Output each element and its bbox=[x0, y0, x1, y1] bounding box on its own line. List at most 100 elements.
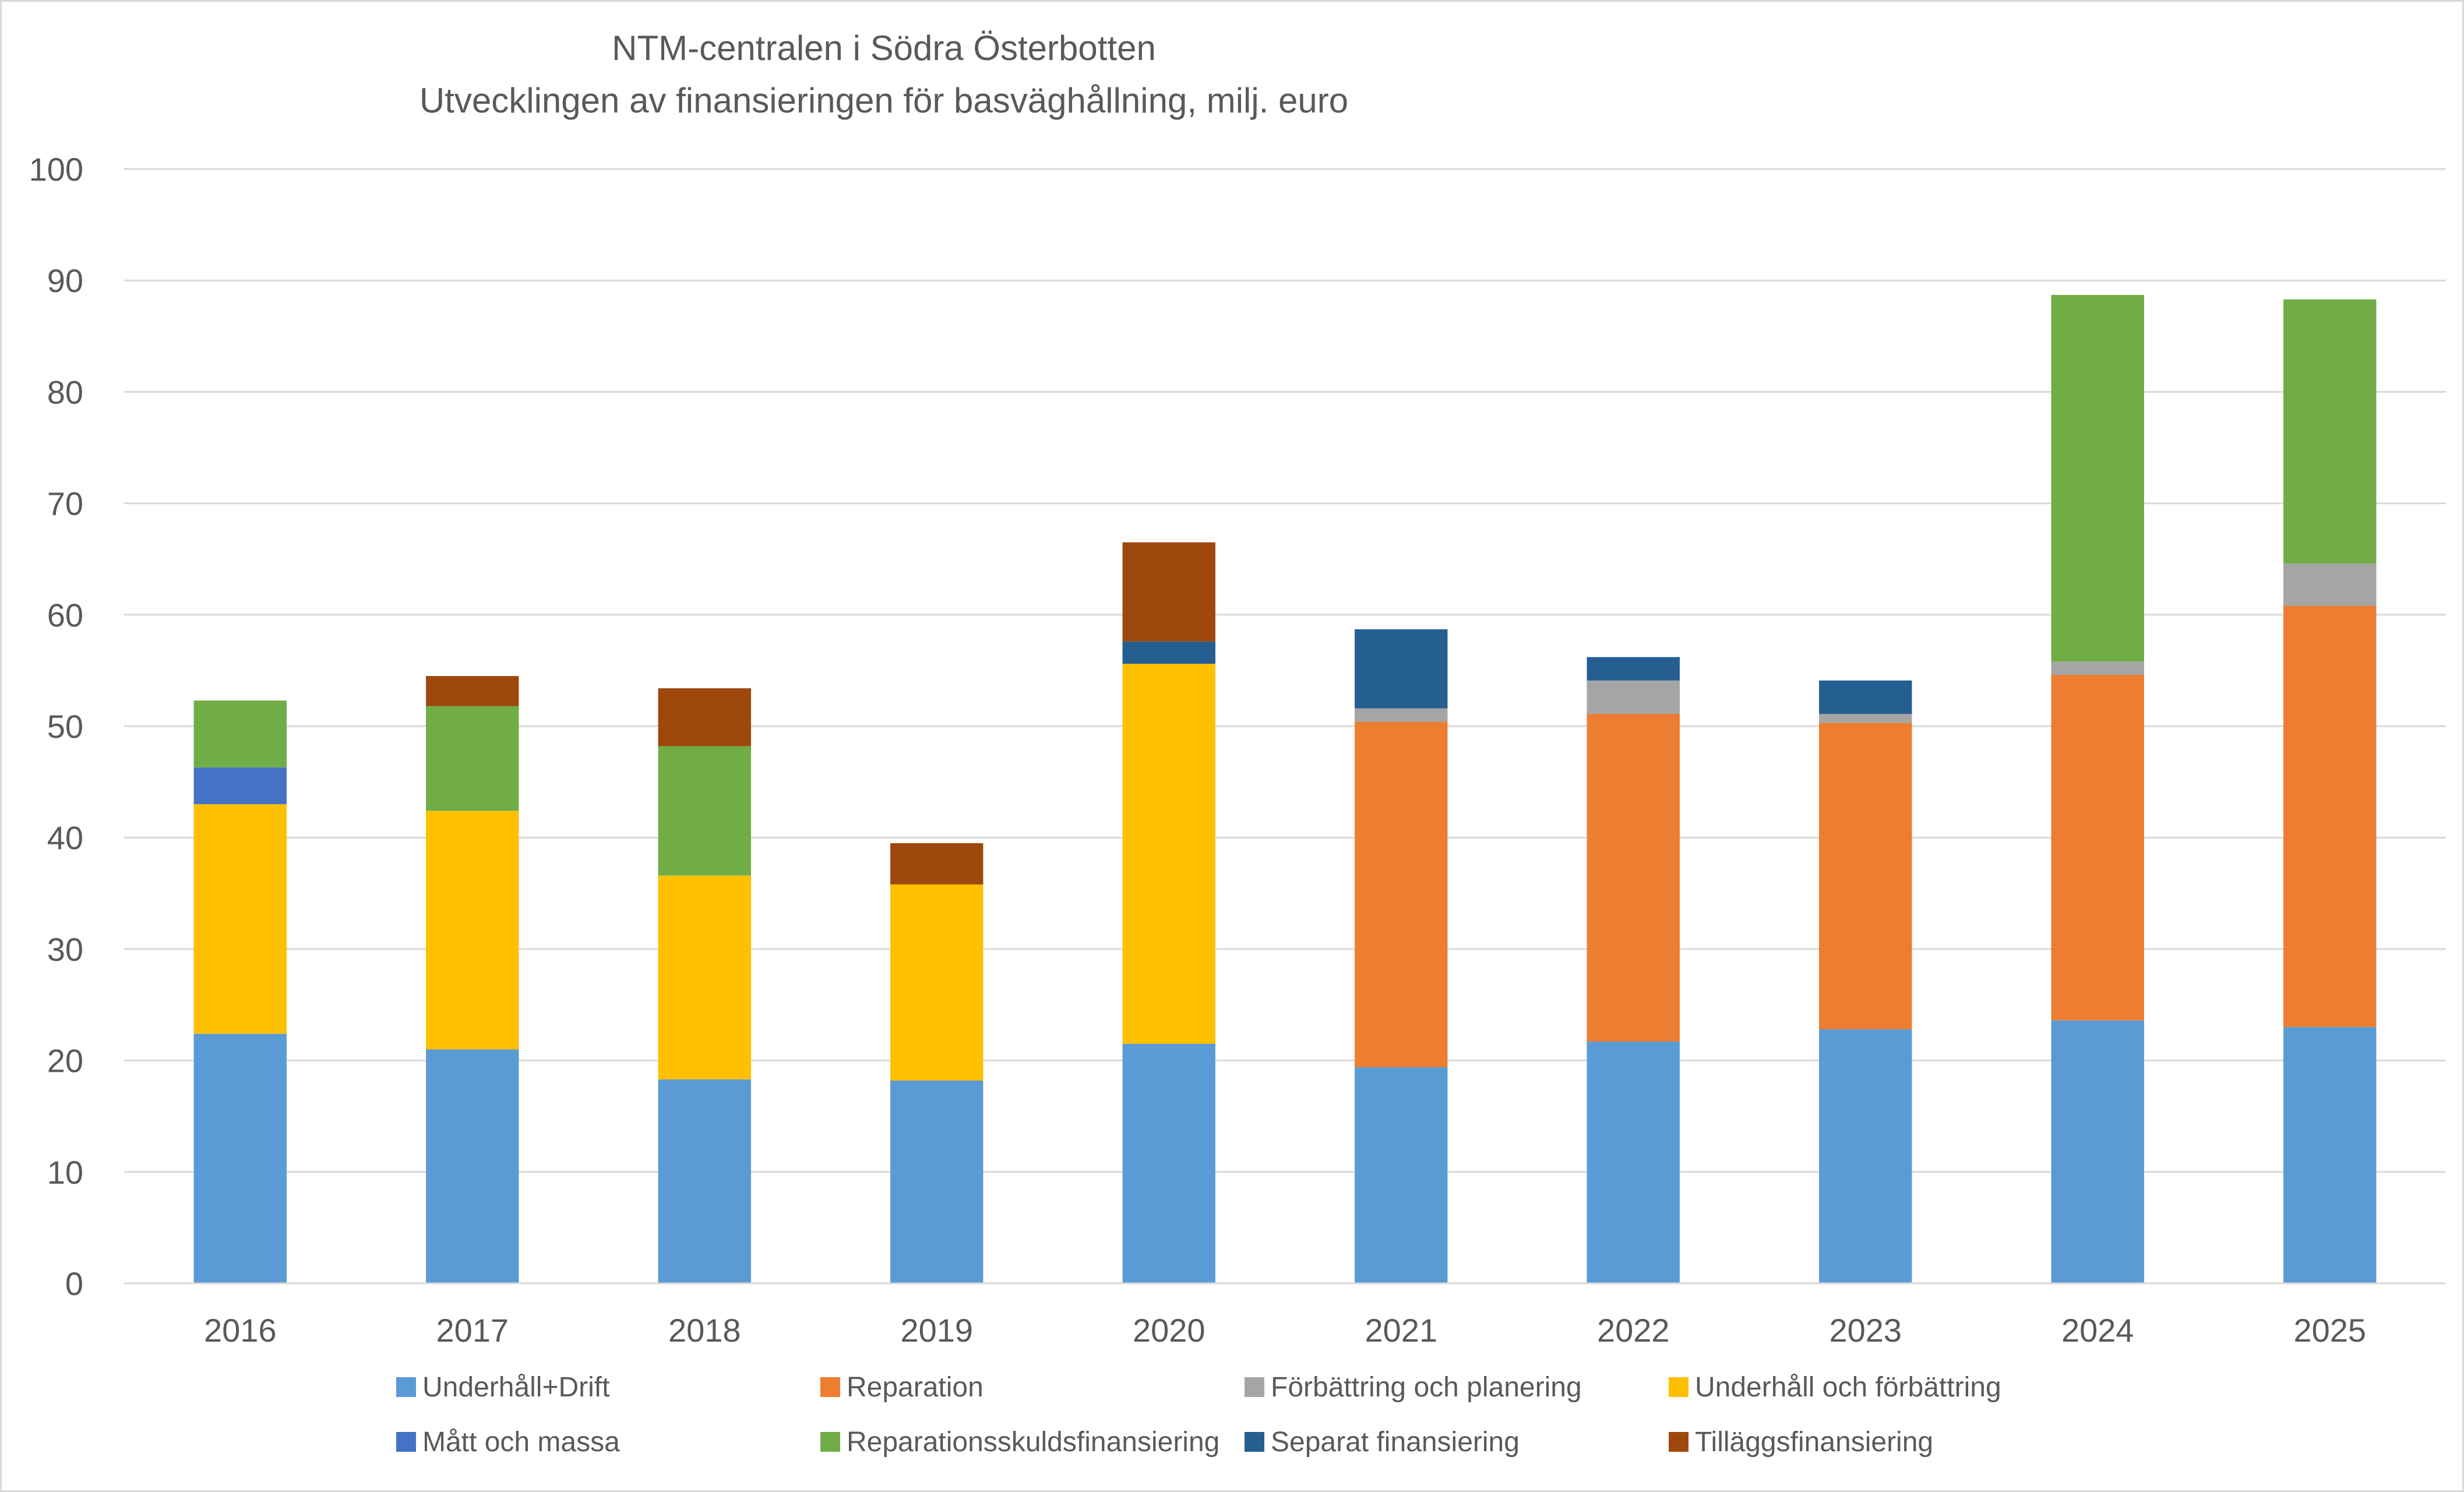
bar-segment-2025-series-2 bbox=[2283, 606, 2377, 1027]
bar-segment-2023-series-1 bbox=[1819, 1029, 1912, 1283]
y-tick-label: 100 bbox=[29, 151, 83, 188]
bar-stack-2021 bbox=[1355, 629, 1448, 1283]
bar-segment-2020-series-1 bbox=[1122, 1043, 1215, 1283]
bars bbox=[193, 295, 2377, 1283]
bar-segment-2017-series-1 bbox=[426, 1049, 519, 1283]
x-tick-label: 2018 bbox=[668, 1312, 741, 1349]
legend-label: Underhåll+Drift bbox=[422, 1372, 609, 1403]
x-tick-label: 2019 bbox=[900, 1312, 973, 1349]
y-tick-label: 10 bbox=[47, 1154, 83, 1191]
bar-segment-2019-series-8 bbox=[890, 843, 984, 885]
bar-segment-2022-series-2 bbox=[1587, 713, 1680, 1042]
bar-segment-2023-series-2 bbox=[1819, 723, 1912, 1030]
x-tick-label: 2024 bbox=[2061, 1312, 2134, 1349]
bar-segment-2022-series-1 bbox=[1587, 1041, 1680, 1283]
bar-segment-2025-series-6 bbox=[2283, 299, 2377, 564]
legend-item[interactable]: Tilläggsfinansiering bbox=[1669, 1427, 1933, 1458]
bar-segment-2021-series-2 bbox=[1355, 722, 1448, 1068]
x-tick-label: 2025 bbox=[2293, 1312, 2366, 1349]
bar-segment-2020-series-8 bbox=[1122, 542, 1215, 642]
y-tick-label: 60 bbox=[47, 597, 83, 634]
legend-item[interactable]: Mått och massa bbox=[396, 1427, 620, 1458]
legend-swatch bbox=[820, 1377, 840, 1397]
bar-segment-2016-series-4 bbox=[193, 804, 287, 1034]
bar-segment-2016-series-5 bbox=[193, 767, 287, 804]
bar-segment-2019-series-1 bbox=[890, 1081, 984, 1283]
legend-swatch bbox=[820, 1432, 840, 1452]
bar-segment-2018-series-1 bbox=[658, 1079, 751, 1283]
legend-swatch bbox=[396, 1377, 416, 1397]
bar-segment-2023-series-7 bbox=[1819, 680, 1912, 714]
bar-segment-2022-series-3 bbox=[1587, 680, 1680, 714]
legend-swatch bbox=[1669, 1432, 1689, 1452]
bar-segment-2019-series-4 bbox=[890, 884, 984, 1081]
x-tick-label: 2021 bbox=[1365, 1312, 1437, 1349]
legend-label: Reparationsskuldsfinansiering bbox=[847, 1427, 1219, 1458]
bar-segment-2017-series-4 bbox=[426, 811, 519, 1050]
bar-segment-2021-series-7 bbox=[1355, 629, 1448, 709]
bar-segment-2018-series-4 bbox=[658, 875, 751, 1080]
bar-segment-2024-series-1 bbox=[2051, 1020, 2144, 1283]
legend-label: Mått och massa bbox=[422, 1427, 620, 1458]
bar-segment-2024-series-6 bbox=[2051, 295, 2144, 662]
chart-subtitle: Utvecklingen av finansieringen för basvä… bbox=[420, 81, 1348, 120]
bar-stack-2020 bbox=[1122, 542, 1215, 1283]
legend-label: Tilläggsfinansiering bbox=[1695, 1427, 1933, 1458]
chart-title: NTM-centralen i Södra Österbotten bbox=[612, 29, 1156, 68]
bar-segment-2021-series-1 bbox=[1355, 1067, 1448, 1283]
bar-stack-2019 bbox=[890, 843, 984, 1283]
y-tick-label: 30 bbox=[47, 931, 83, 967]
y-tick-label: 0 bbox=[65, 1265, 83, 1302]
bar-stack-2018 bbox=[658, 688, 751, 1283]
legend-label: Förbättring och planering bbox=[1271, 1372, 1582, 1403]
bar-stack-2024 bbox=[2051, 295, 2144, 1283]
legend-item[interactable]: Underhåll och förbättring bbox=[1669, 1372, 2001, 1403]
legend-item[interactable]: Reparationsskuldsfinansiering bbox=[820, 1427, 1219, 1458]
bar-segment-2023-series-3 bbox=[1819, 713, 1912, 723]
legend-item[interactable]: Separat finansiering bbox=[1245, 1427, 1520, 1458]
legend-label: Reparation bbox=[847, 1372, 984, 1403]
bar-stack-2023 bbox=[1819, 680, 1912, 1283]
bar-segment-2024-series-3 bbox=[2051, 661, 2144, 675]
bar-segment-2025-series-1 bbox=[2283, 1027, 2377, 1283]
legend-swatch bbox=[1245, 1432, 1264, 1452]
y-tick-label: 20 bbox=[47, 1043, 83, 1079]
bar-segment-2025-series-3 bbox=[2283, 563, 2377, 606]
bar-segment-2022-series-7 bbox=[1587, 657, 1680, 681]
bar-segment-2020-series-4 bbox=[1122, 663, 1215, 1044]
y-axis-tick-labels: 0 10 20 30 40 50 60 70 80 90 100 bbox=[29, 151, 83, 1302]
x-tick-label: 2020 bbox=[1133, 1312, 1205, 1349]
bar-segment-2017-series-6 bbox=[426, 706, 519, 811]
x-axis-tick-labels: 2016 2017 2018 2019 2020 2021 2022 2023 2024 2025 bbox=[204, 1312, 2366, 1349]
legend-swatch bbox=[1245, 1377, 1264, 1397]
x-tick-label: 2022 bbox=[1597, 1312, 1670, 1349]
legend-swatch bbox=[396, 1432, 416, 1452]
bar-stack-2016 bbox=[193, 701, 287, 1283]
bar-stack-2017 bbox=[426, 675, 519, 1283]
bar-segment-2016-series-6 bbox=[193, 701, 287, 768]
y-tick-label: 70 bbox=[47, 485, 83, 522]
y-tick-label: 80 bbox=[47, 374, 83, 410]
y-tick-label: 40 bbox=[47, 819, 83, 856]
bar-stack-2025 bbox=[2283, 299, 2377, 1283]
bar-segment-2021-series-3 bbox=[1355, 708, 1448, 722]
legend-item[interactable]: Reparation bbox=[820, 1372, 984, 1403]
legend-label: Underhåll och förbättring bbox=[1695, 1372, 2001, 1403]
bar-segment-2017-series-8 bbox=[426, 675, 519, 706]
x-tick-label: 2023 bbox=[1829, 1312, 1902, 1349]
legend-label: Separat finansiering bbox=[1271, 1427, 1520, 1458]
legend-item[interactable]: Förbättring och planering bbox=[1245, 1372, 1582, 1403]
bar-segment-2024-series-2 bbox=[2051, 675, 2144, 1021]
legend[interactable]: Underhåll+Drift Reparation Förbättring och… bbox=[396, 1372, 2001, 1458]
bar-segment-2018-series-6 bbox=[658, 746, 751, 876]
legend-item[interactable]: Underhåll+Drift bbox=[396, 1372, 609, 1403]
y-tick-label: 50 bbox=[47, 708, 83, 745]
x-tick-label: 2016 bbox=[204, 1312, 277, 1349]
bar-segment-2016-series-1 bbox=[193, 1033, 287, 1283]
legend-swatch bbox=[1669, 1377, 1689, 1397]
x-tick-label: 2017 bbox=[436, 1312, 509, 1349]
y-tick-label: 90 bbox=[47, 262, 83, 299]
bar-segment-2018-series-8 bbox=[658, 688, 751, 747]
